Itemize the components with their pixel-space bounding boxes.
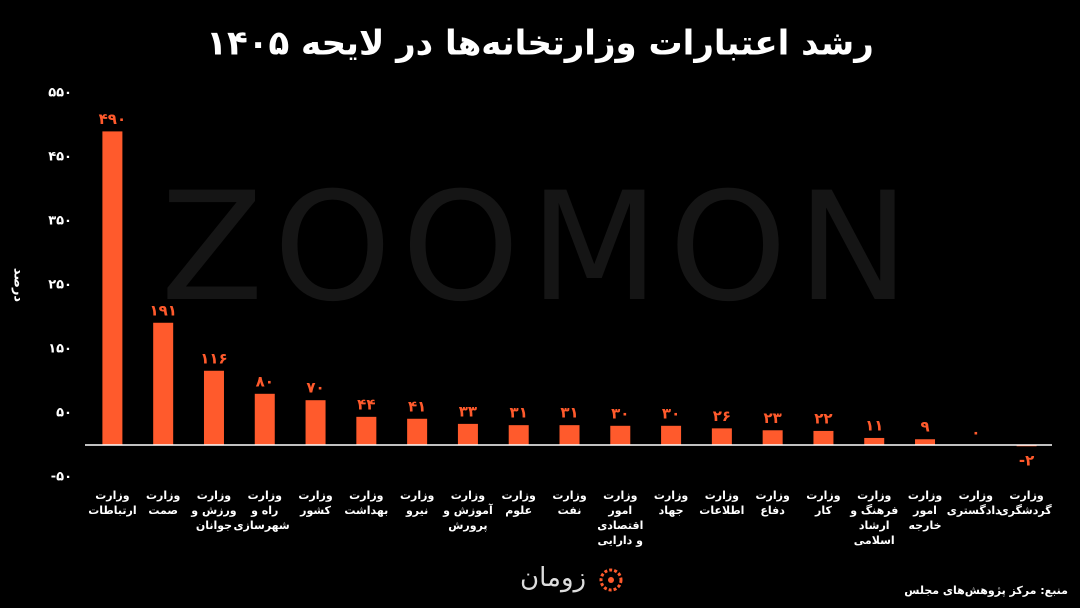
y-tick-label: ۴۵۰ [48,150,72,165]
value-label: ۳۱ [560,404,578,422]
x-tick-label: وزارت امور خارجه [907,489,943,532]
bar [407,418,428,445]
value-label: ۴۴ [357,395,375,413]
x-tick-label: وزارت آموزش و پرورش [443,489,493,532]
bar [711,428,732,445]
x-tick-label: وزارت امور اقتصادی و دارایی [597,489,644,547]
bar [661,425,682,445]
bar [915,439,936,445]
x-tick-label: وزارت ورزش و جوانان [191,489,237,532]
x-tick-label: وزارت نیرو [399,489,435,517]
bar [305,400,326,445]
logo: زومان [520,563,587,593]
value-label: ۰ [971,424,980,442]
x-tick-label: وزارت راه و شهرسازی [233,489,290,532]
value-label: ۱۹۱ [149,301,176,319]
bar [102,131,123,445]
value-label: ۳۱ [510,404,528,422]
x-tick-label: وزارت ارتباطات [88,489,137,517]
bar [610,425,631,445]
bar [356,416,377,445]
value-label: ۴۱ [408,397,426,415]
y-tick-label: ۳۵۰ [48,214,72,229]
value-label: ۹ [920,418,929,436]
x-tick-label: وزارت دادگستری [946,489,1001,517]
x-tick-label: وزارت کار [806,489,841,517]
bar [457,423,478,445]
y-tick-label: ۱۵۰ [48,342,72,357]
x-tick-label: وزارت اطلاعات [699,489,745,517]
value-label: ۲۲ [814,409,832,427]
x-tick-label: وزارت نفت [552,489,587,517]
y-axis-title: درصد [11,268,26,303]
bar [813,430,834,445]
value-label: ۱۱ [865,416,883,434]
x-tick-label: وزارت فرهنگ و ارشاد اسلامی [850,489,899,547]
y-tick-label: ۵۰ [56,406,72,421]
value-label: ۳۳ [459,402,477,420]
y-tick-label: -۵۰ [51,470,72,485]
bar [508,425,529,445]
value-label: ۷۰ [306,379,324,397]
source: منبع: مرکز پژوهش‌های مجلس [904,584,1068,597]
bar [203,370,224,445]
bar [559,425,580,445]
x-tick-label: وزارت کشور [298,489,333,517]
x-tick-label: وزارت علوم [501,489,536,517]
value-label: ۱۱۶ [200,349,227,367]
x-tick-label: وزارت جهاد [653,489,689,517]
x-tick-label: وزارت دفاع [755,489,790,517]
value-label: ۸۰ [256,372,274,390]
value-label: ۳۰ [611,404,629,422]
chart-title: رشد اعتبارات وزارتخانه‌ها در لایحه ۱۴۰۵ [206,24,874,64]
watermark: ZOOMON [161,161,920,335]
value-label: ۴۹۰ [99,110,126,128]
bar [762,430,783,445]
bar [153,322,174,445]
bar [864,437,885,445]
x-tick-label: وزارت صمت [146,489,181,517]
x-tick-label: وزارت گردشگری [998,489,1052,517]
x-tick-label: وزارت بهداشت [344,489,389,517]
y-tick-label: ۵۵۰ [48,86,72,101]
value-label: -۲ [1019,452,1034,470]
value-label: ۲۳ [764,409,782,427]
value-label: ۲۶ [713,407,731,425]
y-tick-label: ۲۵۰ [48,278,72,293]
value-label: ۳۰ [662,404,680,422]
bar [254,393,275,445]
